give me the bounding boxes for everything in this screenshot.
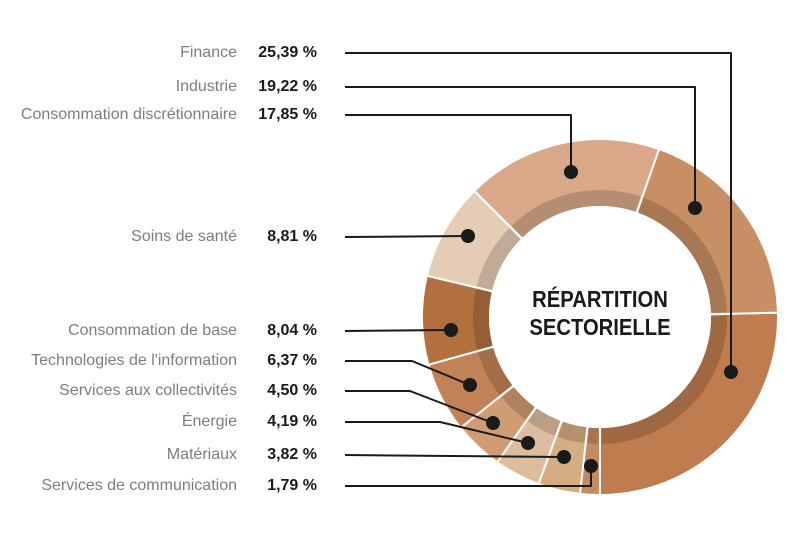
- sector-row-2: Consommation discrétionnaire 17,85 %: [0, 105, 317, 125]
- leader-line-3: [344, 235, 469, 238]
- sector-label: Soins de santé: [131, 228, 237, 245]
- sector-label: Industrie: [175, 78, 237, 95]
- leader-dot-1: [688, 201, 702, 215]
- sector-value: 8,81 %: [267, 228, 317, 245]
- sector-value: 3,82 %: [267, 446, 317, 463]
- leader-line-6: [345, 390, 494, 424]
- sector-value: 17,85 %: [258, 106, 317, 123]
- sector-row-8: Matériaux 3,82 %: [0, 445, 317, 465]
- sector-value: 4,50 %: [267, 382, 317, 399]
- sector-label: Matériaux: [166, 446, 237, 463]
- leader-line-5: [345, 360, 471, 386]
- leader-dot-0: [724, 365, 738, 379]
- leader-dot-9: [584, 459, 598, 473]
- donut-slice-inner-shadow-5: [478, 348, 513, 395]
- leader-line-7: [345, 421, 529, 444]
- donut-slice-inner-shadow-2: [511, 189, 641, 238]
- donut-slice-inner-shadow-8: [557, 421, 587, 444]
- leader-line-0: [345, 52, 732, 372]
- sector-value: 4,19 %: [267, 413, 317, 430]
- leader-dot-2: [564, 165, 578, 179]
- sector-row-9: Services de communication 1,79 %: [0, 476, 317, 496]
- sector-value: 25,39 %: [258, 44, 317, 61]
- sector-row-4: Consommation de base 8,04 %: [0, 321, 317, 341]
- donut-slice-inner-shadow-3: [476, 228, 521, 290]
- center-title-line2: SECTORIELLE: [529, 314, 671, 340]
- donut-slice-inner-shadow-4: [472, 289, 493, 350]
- donut-slice-inner-shadow-1: [638, 197, 727, 313]
- sector-value: 8,04 %: [267, 322, 317, 339]
- leader-line-2: [345, 114, 572, 172]
- leader-dot-3: [461, 229, 475, 243]
- donut-hole: [489, 206, 711, 428]
- sector-row-7: Énergie 4,19 %: [0, 412, 317, 432]
- sector-value: 1,79 %: [267, 477, 317, 494]
- sector-label: Services de communication: [41, 477, 237, 494]
- leader-dot-8: [557, 450, 571, 464]
- sector-row-5: Technologies de l'information 6,37 %: [0, 351, 317, 371]
- leader-line-4: [344, 329, 452, 332]
- sector-value: 19,22 %: [258, 78, 317, 95]
- sector-row-0: Finance 25,39 %: [0, 43, 317, 63]
- donut-slice-inner-shadow-6: [501, 387, 535, 420]
- donut-slice-inner-shadow-7: [527, 408, 561, 436]
- leader-line-1: [345, 86, 696, 208]
- donut-slice-inner-shadow-9: [587, 427, 599, 444]
- leader-dot-7: [521, 436, 535, 450]
- leader-dot-5: [463, 378, 477, 392]
- leader-dot-4: [444, 323, 458, 337]
- sector-label: Énergie: [181, 413, 237, 430]
- sector-row-3: Soins de santé 8,81 %: [0, 227, 317, 247]
- sector-label: Technologies de l'information: [31, 352, 237, 369]
- sector-row-1: Industrie 19,22 %: [0, 77, 317, 97]
- sector-label: Finance: [180, 44, 237, 61]
- sector-value: 6,37 %: [267, 352, 317, 369]
- sector-label: Consommation discrétionnaire: [20, 106, 237, 123]
- chart-center-title: RÉPARTITION SECTORIELLE: [477, 285, 723, 341]
- leader-dot-6: [486, 416, 500, 430]
- leader-line-8: [344, 454, 565, 458]
- center-title-line1: RÉPARTITION: [532, 286, 668, 312]
- sector-label: Consommation de base: [68, 322, 237, 339]
- donut-slice-inner-shadow-0: [601, 315, 728, 444]
- sector-label: Services aux collectivités: [59, 382, 237, 399]
- sector-row-6: Services aux collectivités 4,50 %: [0, 381, 317, 401]
